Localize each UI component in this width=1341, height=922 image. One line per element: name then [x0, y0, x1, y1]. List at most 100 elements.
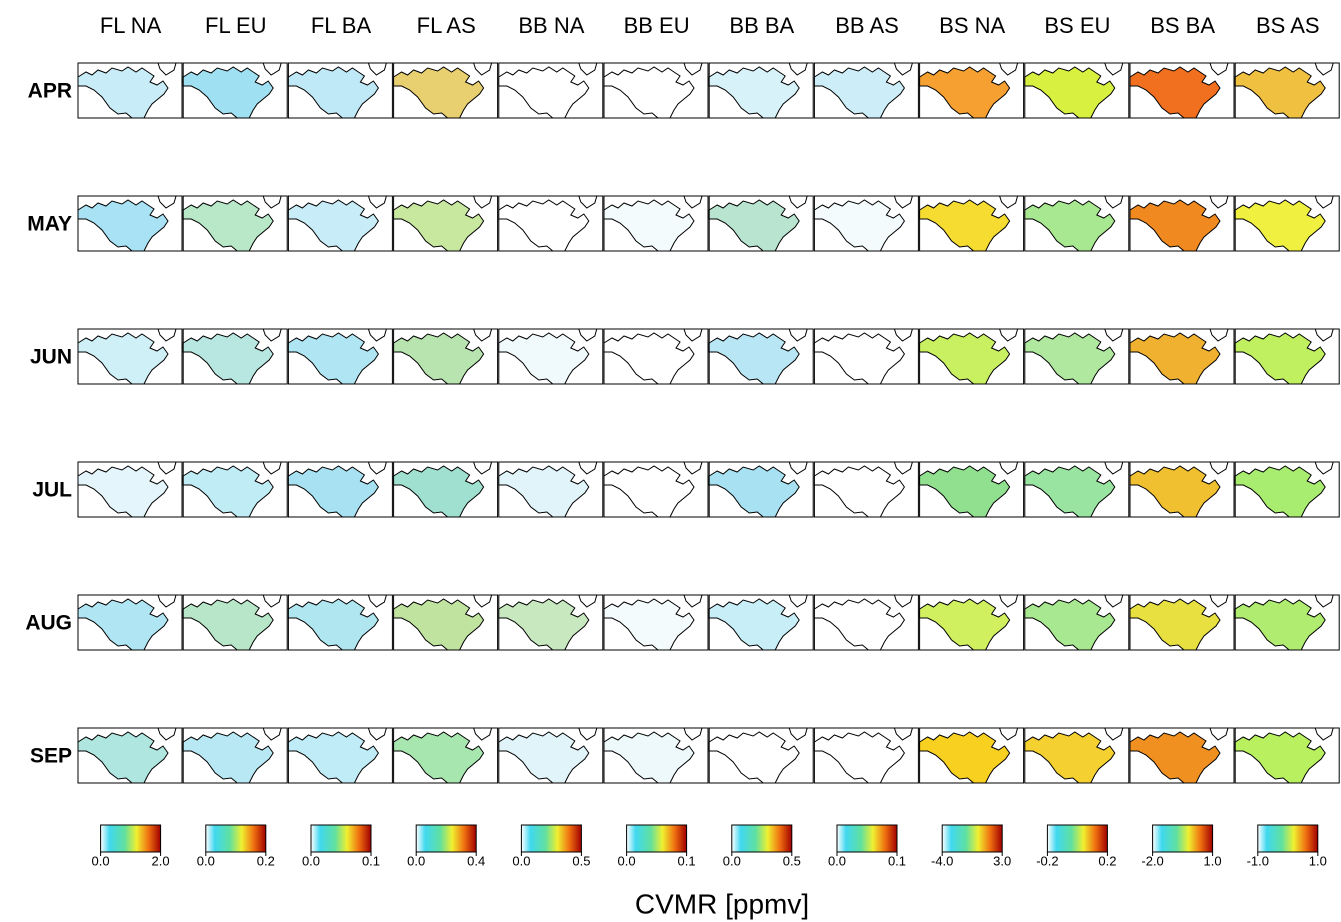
land — [77, 598, 169, 651]
column-label: FL AS — [417, 13, 476, 38]
column-label: BS NA — [939, 13, 1005, 38]
greenland — [788, 62, 808, 76]
map-panel — [1024, 461, 1130, 518]
greenland — [788, 594, 808, 608]
greenland — [1104, 328, 1124, 342]
map-panel — [919, 195, 1025, 252]
map-panel — [919, 727, 1025, 784]
colorbar-tick-label: 0.0 — [302, 853, 320, 868]
map-panel — [1234, 461, 1340, 518]
map-panel — [498, 727, 604, 784]
greenland — [262, 727, 282, 741]
greenland — [893, 62, 914, 76]
column-label: BB BA — [729, 13, 794, 38]
colorbar-tick-label: 0.1 — [362, 853, 380, 868]
land — [1129, 332, 1221, 385]
map-panel — [182, 328, 288, 385]
colorbar — [836, 824, 898, 853]
map-panel — [1024, 594, 1130, 651]
map-panel — [1234, 594, 1340, 651]
colorbar — [310, 824, 372, 853]
greenland — [262, 594, 282, 608]
map-panel — [1129, 727, 1235, 784]
greenland — [1314, 328, 1334, 342]
greenland — [1314, 62, 1334, 76]
land — [182, 199, 274, 252]
map-panel — [498, 195, 604, 252]
column-label: BB NA — [518, 13, 584, 38]
map-panel — [1129, 328, 1235, 385]
colorbar-tick-label: 0.5 — [783, 853, 801, 868]
colorbar-tick-label: 0.2 — [257, 853, 275, 868]
greenland — [998, 195, 1019, 209]
land — [1024, 332, 1116, 385]
land — [603, 465, 695, 518]
map-panel — [393, 328, 499, 385]
greenland — [157, 195, 177, 209]
greenland — [262, 62, 282, 76]
row-label: APR — [28, 80, 72, 103]
land — [603, 598, 695, 651]
map-panel — [1129, 62, 1235, 119]
land — [603, 199, 695, 252]
land — [182, 598, 274, 651]
greenland — [157, 727, 177, 741]
map-panel — [393, 195, 499, 252]
greenland — [893, 461, 914, 475]
map-panel — [77, 195, 183, 252]
colorbar-title: CVMR [ppmv] — [635, 888, 809, 919]
map-panel — [1129, 461, 1235, 518]
greenland — [578, 594, 598, 608]
map-panel — [287, 328, 393, 385]
greenland — [1104, 594, 1124, 608]
greenland — [578, 727, 598, 741]
colorbar-tick-label: 0.0 — [92, 853, 110, 868]
land — [498, 731, 590, 784]
colorbar-tick-label: 0.0 — [197, 853, 215, 868]
greenland — [998, 62, 1019, 76]
greenland — [262, 461, 282, 475]
colorbar-tick-label: 0.0 — [407, 853, 425, 868]
greenland — [578, 62, 598, 76]
land — [1234, 199, 1326, 252]
map-panel — [1024, 727, 1130, 784]
column-label: BS AS — [1256, 13, 1320, 38]
greenland — [367, 461, 388, 475]
colorbar-tick-label: 0.0 — [828, 853, 846, 868]
land — [498, 465, 590, 518]
greenland — [472, 195, 493, 209]
map-panel — [1024, 328, 1130, 385]
land — [1129, 465, 1221, 518]
land — [77, 465, 169, 518]
greenland — [262, 195, 282, 209]
land — [393, 598, 485, 651]
map-panel — [708, 594, 814, 651]
greenland — [1314, 727, 1334, 741]
map-panel — [77, 461, 183, 518]
land — [1234, 731, 1326, 784]
greenland — [1314, 594, 1334, 608]
land — [1024, 731, 1116, 784]
map-panel — [1129, 594, 1235, 651]
land — [498, 332, 590, 385]
colorbar — [941, 824, 1003, 853]
land — [1234, 332, 1326, 385]
land — [1234, 598, 1326, 651]
land — [1129, 66, 1221, 119]
colorbar-tick-label: 1.0 — [1204, 853, 1222, 868]
greenland — [1104, 62, 1124, 76]
map-panel — [708, 461, 814, 518]
map-panel — [813, 62, 919, 119]
column-label: BS BA — [1150, 13, 1215, 38]
greenland — [1209, 461, 1229, 475]
greenland — [998, 594, 1019, 608]
map-panel — [1024, 62, 1130, 119]
greenland — [157, 594, 177, 608]
colorbar-tick-label: 0.1 — [678, 853, 696, 868]
land — [287, 598, 380, 651]
land — [393, 332, 485, 385]
colorbar — [731, 824, 793, 853]
map-panel — [919, 594, 1025, 651]
greenland — [788, 727, 808, 741]
greenland — [472, 328, 493, 342]
